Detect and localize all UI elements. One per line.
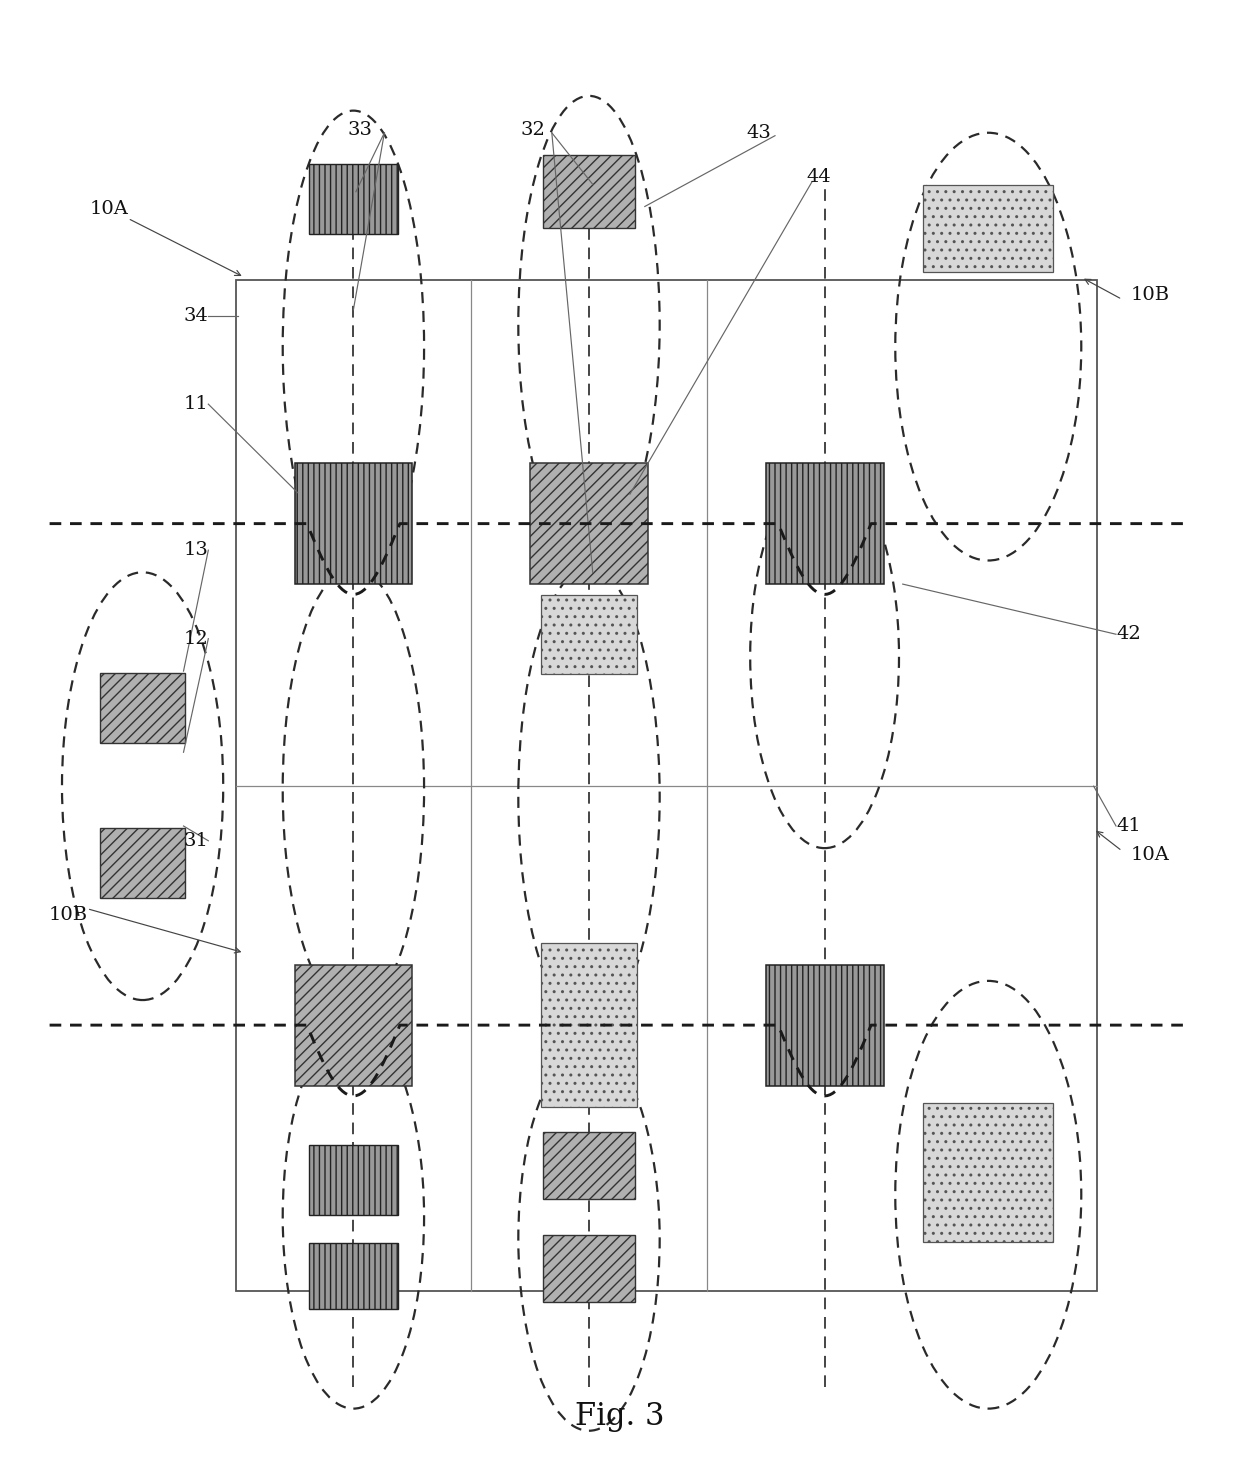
Bar xyxy=(531,463,647,584)
Bar xyxy=(100,827,185,898)
Bar xyxy=(309,1242,398,1310)
Bar xyxy=(543,1235,635,1302)
Text: 10B: 10B xyxy=(1131,286,1171,304)
Bar xyxy=(295,965,413,1086)
Text: 10A: 10A xyxy=(89,201,129,218)
Text: 33: 33 xyxy=(347,121,372,139)
Text: 32: 32 xyxy=(521,121,546,139)
Text: 43: 43 xyxy=(746,124,771,142)
Text: 12: 12 xyxy=(184,630,208,648)
Bar xyxy=(309,164,398,235)
Bar xyxy=(924,184,1053,273)
Bar xyxy=(309,1145,398,1215)
Bar xyxy=(236,280,1097,1291)
Bar xyxy=(543,1131,635,1199)
Text: 31: 31 xyxy=(184,832,208,850)
Text: 10A: 10A xyxy=(1131,847,1169,864)
Bar xyxy=(924,1103,1053,1242)
Bar xyxy=(295,463,413,584)
Bar xyxy=(766,463,883,584)
Text: 11: 11 xyxy=(184,395,208,413)
Bar xyxy=(100,673,185,743)
Text: Fig. 3: Fig. 3 xyxy=(575,1400,665,1432)
Bar xyxy=(541,594,637,674)
Bar xyxy=(543,155,635,229)
Bar xyxy=(541,944,637,1106)
Text: 34: 34 xyxy=(184,307,208,324)
Text: 41: 41 xyxy=(1116,817,1141,835)
Text: 13: 13 xyxy=(184,541,208,559)
Text: 42: 42 xyxy=(1116,625,1141,643)
Bar xyxy=(766,965,883,1086)
Text: 10B: 10B xyxy=(48,906,88,923)
Text: 44: 44 xyxy=(806,168,831,186)
